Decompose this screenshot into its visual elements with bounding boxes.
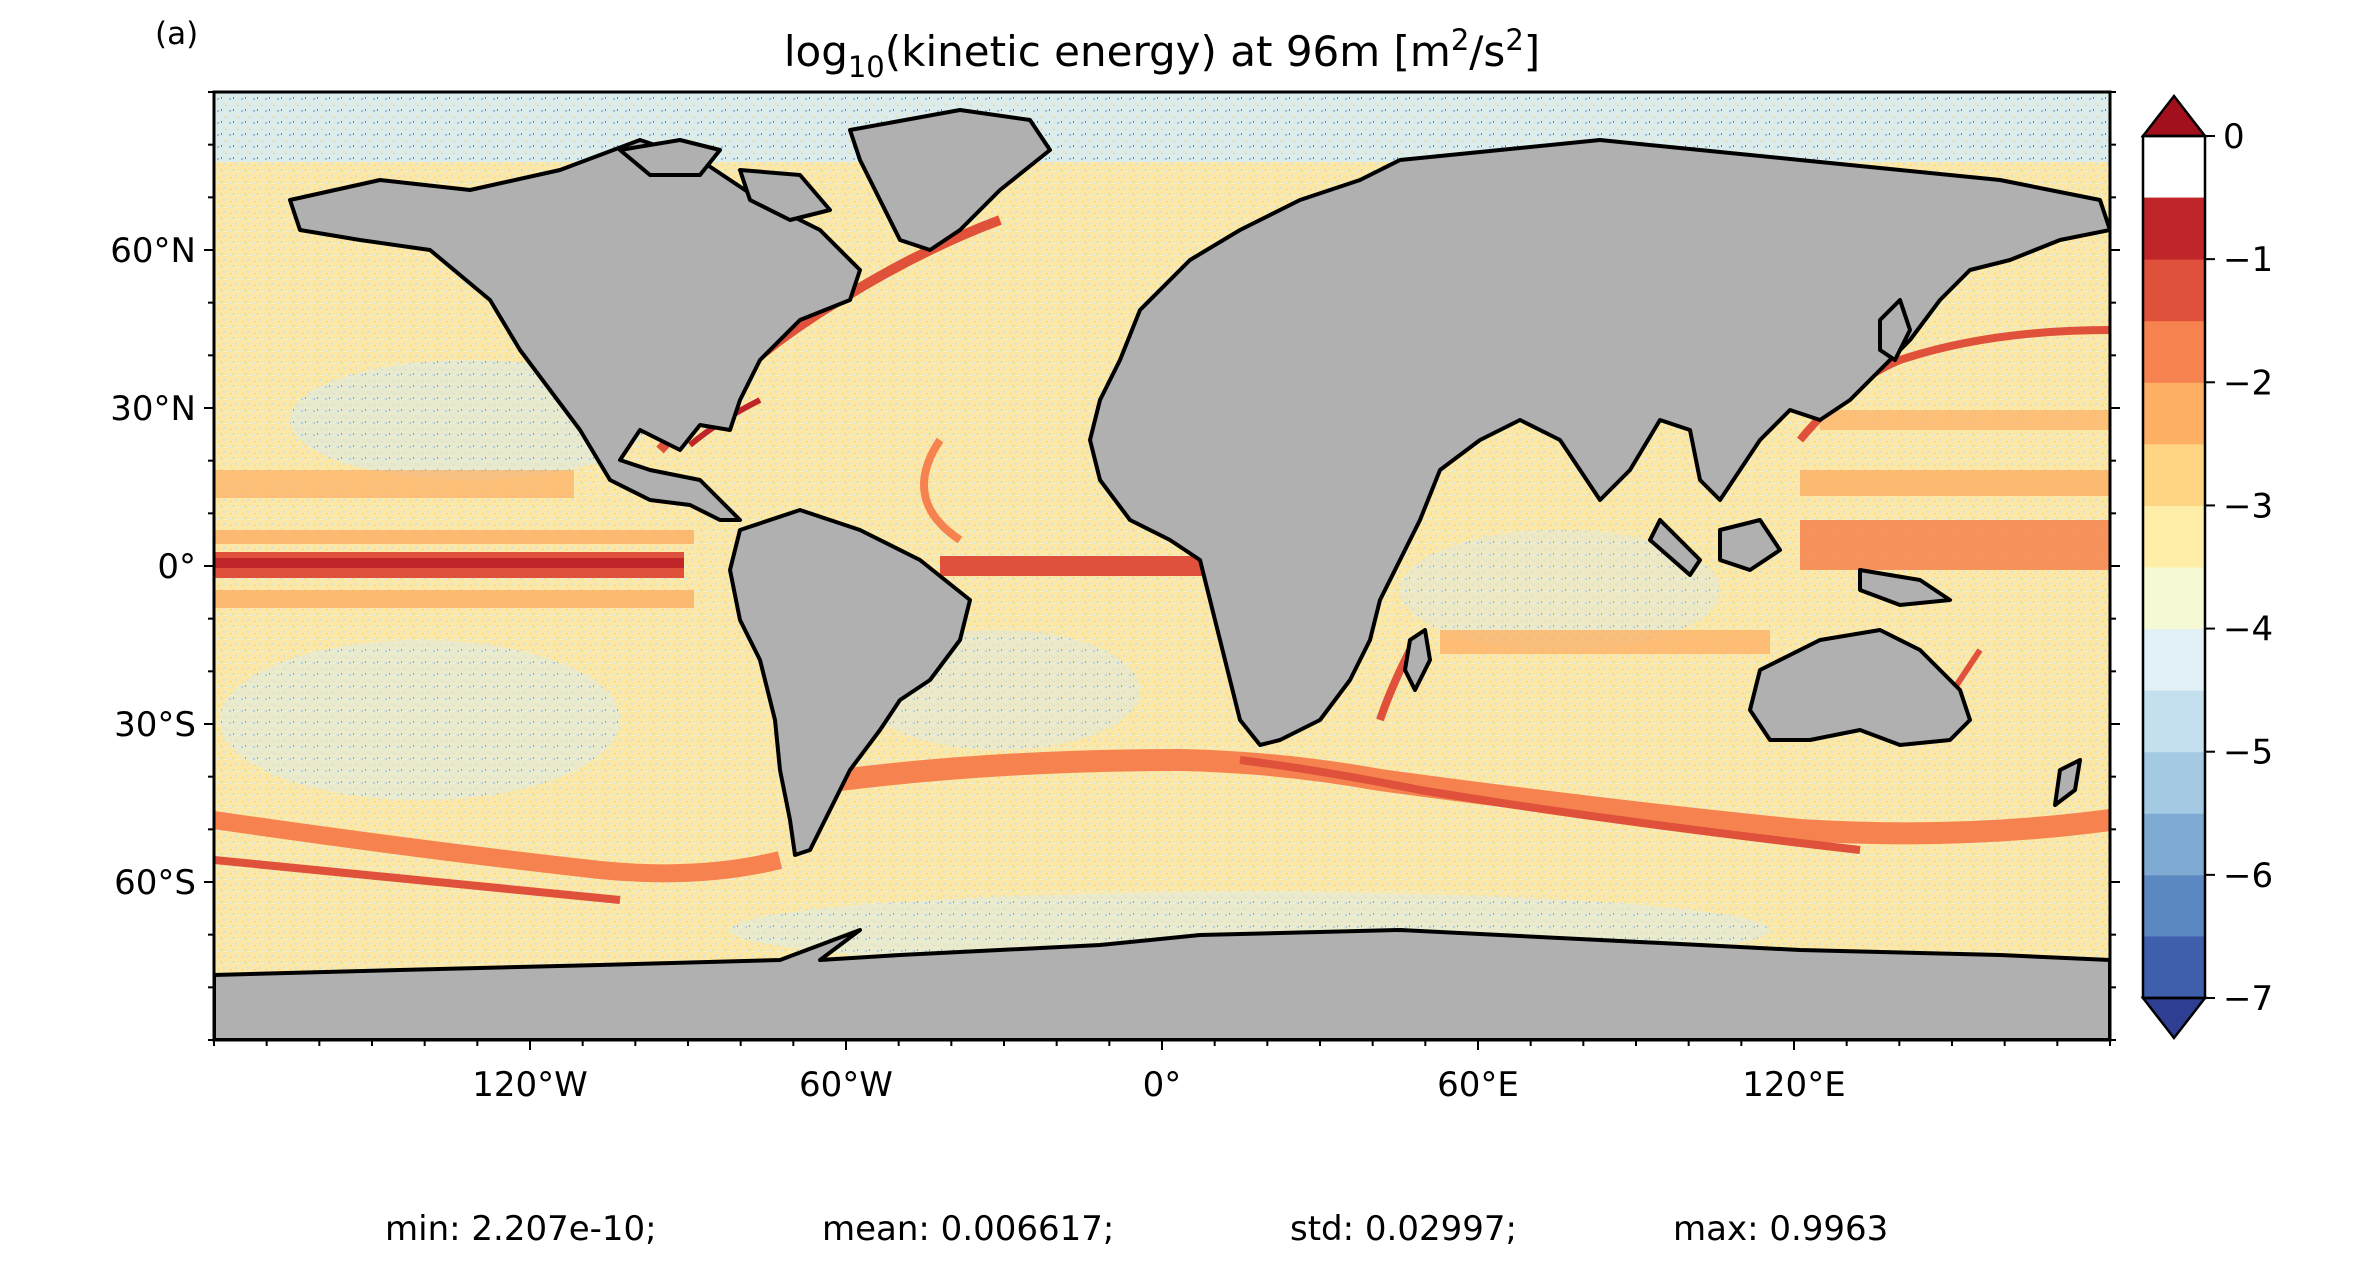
new-guinea bbox=[1858, 568, 1952, 607]
borneo bbox=[1718, 518, 1782, 572]
south-america bbox=[728, 508, 972, 857]
lat-tick-label: 60°N bbox=[110, 231, 196, 271]
lat-tick-label: 30°S bbox=[114, 705, 196, 745]
energetic-currents bbox=[214, 215, 2110, 904]
indian-low bbox=[1400, 530, 1720, 650]
antarctica bbox=[214, 928, 2110, 1040]
colorbar-bin bbox=[2143, 690, 2205, 753]
colorbar-tick-label: −4 bbox=[2223, 610, 2273, 650]
colorbar-tick-label: −2 bbox=[2223, 363, 2273, 403]
colorbar-bin bbox=[2143, 874, 2205, 937]
stat-max: max: 0.9963 bbox=[1673, 1209, 1888, 1249]
longitude-axis: 120°W 60°W 0° 60°E 120°E bbox=[213, 1040, 2111, 1105]
eurasia-africa bbox=[1088, 138, 2110, 747]
colorbar-bin bbox=[2143, 197, 2205, 260]
greenland bbox=[848, 108, 1052, 252]
colorbar-bin bbox=[2143, 813, 2205, 876]
lat-tick-label: 60°S bbox=[114, 863, 196, 903]
colorbar-bin bbox=[2143, 443, 2205, 506]
japan bbox=[1878, 298, 1912, 362]
sumatra bbox=[1648, 518, 1702, 577]
latitude-axis: 60°N 30°N 0° 30°S 60°S bbox=[110, 91, 2120, 1041]
lon-tick-label: 0° bbox=[1143, 1065, 1182, 1105]
lat-tick-label: 0° bbox=[157, 547, 196, 587]
colorbar-bin bbox=[2143, 320, 2205, 383]
pacific-south-low bbox=[220, 640, 620, 800]
lat-tick-label: 30°N bbox=[110, 389, 196, 429]
land bbox=[214, 108, 2110, 1040]
colorbar-tick-label: −5 bbox=[2223, 733, 2273, 773]
colorbar-extend-min bbox=[2140, 996, 2208, 1041]
baffin-island bbox=[738, 168, 832, 222]
colorbar-tick-label: −1 bbox=[2223, 240, 2273, 280]
colorbar-bin bbox=[2143, 505, 2205, 568]
arctic-islands bbox=[618, 138, 722, 177]
panel-label: (a) bbox=[155, 16, 198, 52]
colorbar: 0 −1 −2 −3 −4 −5 −6 −7 bbox=[2140, 93, 2273, 1041]
arctic-low-energy bbox=[214, 92, 2110, 162]
new-zealand bbox=[2053, 758, 2082, 807]
lon-tick-label: 60°E bbox=[1437, 1065, 1519, 1105]
colorbar-bin bbox=[2143, 259, 2205, 322]
colorbar-bin bbox=[2143, 936, 2205, 998]
colorbar-tick-label: −7 bbox=[2223, 979, 2273, 1019]
colorbar-bin bbox=[2143, 382, 2205, 445]
madagascar bbox=[1403, 628, 1432, 692]
stat-mean: mean: 0.006617; bbox=[822, 1209, 1114, 1249]
map-title: log10(kinetic energy) at 96m [m2/s2] bbox=[784, 23, 1540, 84]
australia bbox=[1748, 628, 1972, 747]
colorbar-bin bbox=[2143, 567, 2205, 630]
colorbar-extend-max bbox=[2140, 93, 2208, 138]
colorbar-tick-label: −6 bbox=[2223, 856, 2273, 896]
colorbar-tick-label: −3 bbox=[2223, 486, 2273, 526]
north-america bbox=[288, 138, 862, 522]
colorbar-bin bbox=[2143, 628, 2205, 691]
map-plot bbox=[214, 92, 2110, 1040]
lon-tick-label: 120°W bbox=[472, 1065, 588, 1105]
lon-tick-label: 60°W bbox=[799, 1065, 893, 1105]
colorbar-bin bbox=[2143, 751, 2205, 814]
colorbar-frame bbox=[2141, 134, 2207, 1000]
statistics: min: 2.207e-10; mean: 0.006617; std: 0.0… bbox=[385, 1209, 1888, 1249]
stat-min: min: 2.207e-10; bbox=[385, 1209, 657, 1249]
lon-tick-label: 120°E bbox=[1742, 1065, 1845, 1105]
stat-std: std: 0.02997; bbox=[1290, 1209, 1517, 1249]
colorbar-tick-label: 0 bbox=[2223, 117, 2245, 157]
